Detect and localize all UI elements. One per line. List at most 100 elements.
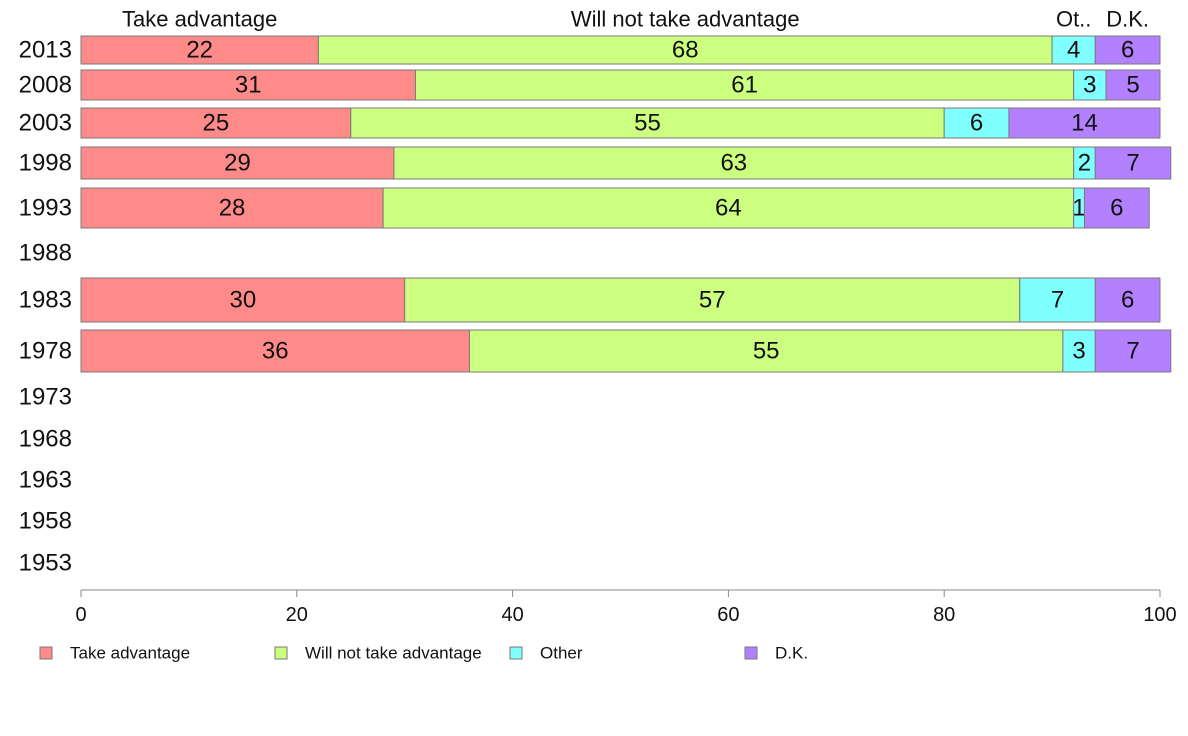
column-header-will-not-take-advantage: Will not take advantage [571,7,800,32]
bar-segment-other [1062,329,1096,373]
column-headers: Take advantage Will not take advantage Ot.… [122,7,1149,32]
y-tick-label: 1993 [19,195,72,222]
data-label: 57 [699,287,726,314]
bar-segment-other [1051,35,1096,65]
x-axis: 0 20 40 60 80 100 [75,589,1177,626]
column-header-d-k: D.K. [1106,7,1149,32]
data-label: 63 [720,150,747,177]
data-label: 61 [731,72,758,99]
x-tick-label: 100 [1143,604,1176,626]
chart-row-1968: 1968 [19,426,72,453]
bar-segment-will-not-take-advantage [404,277,1021,323]
legend-swatch [274,646,288,660]
bar-segment-d-k [1008,107,1161,139]
data-label: 22 [186,37,213,64]
bar-segment-d-k [1094,146,1172,180]
data-label: 5 [1126,72,1139,99]
bar-segment-d-k [1094,35,1161,65]
bar-segment-d-k [1083,187,1150,229]
data-label: 6 [970,110,983,137]
data-label: 68 [672,37,699,64]
bar-segment-take-advantage [80,35,319,65]
legend-label: Take advantage [70,644,190,663]
x-tick-label: 80 [933,604,955,626]
bar-segment-take-advantage [80,277,406,323]
bar-segment-will-not-take-advantage [382,187,1075,229]
y-tick-label: 1968 [19,426,72,453]
chart-row-1973: 1973 [19,384,72,411]
chart-row-1998: 1998 29 63 2 7 [19,146,1172,180]
y-tick-label: 2008 [19,72,72,99]
y-tick-label: 1958 [19,508,72,535]
y-tick-label: 1988 [19,240,72,267]
x-tick-label: 60 [717,604,739,626]
y-tick-label: 1998 [19,150,72,177]
chart-row-1958: 1958 [19,508,72,535]
data-label: 7 [1126,338,1139,365]
bar-segment-take-advantage [80,146,395,180]
chart-row-1953: 1953 [19,550,72,577]
data-label: 14 [1071,110,1098,137]
x-tick-label: 40 [501,604,523,626]
chart-row-2008: 2008 31 61 3 5 [19,69,1161,101]
chart-row-1963: 1963 [19,467,72,494]
y-tick-label: 2013 [19,37,72,64]
bar-segment-will-not-take-advantage [393,146,1075,180]
legend: Take advantage Will not take advantage Oth… [39,644,808,663]
data-label: 3 [1083,72,1096,99]
chart-row-1983: 1983 30 57 7 6 [19,277,1161,323]
legend-label: Other [540,644,583,663]
column-header-take-advantage: Take advantage [122,7,277,32]
y-tick-label: 1978 [19,338,72,365]
y-tick-label: 1973 [19,384,72,411]
data-label: 6 [1110,195,1123,222]
data-label: 28 [219,195,246,222]
bar-segment-d-k [1094,277,1161,323]
legend-item-take-advantage: Take advantage [39,644,190,663]
bar-segment-will-not-take-advantage [350,107,945,139]
legend-swatch [509,646,523,660]
data-label: 31 [235,72,262,99]
y-tick-label: 1983 [19,287,72,314]
y-tick-label: 2003 [19,110,72,137]
data-label: 36 [262,338,289,365]
chart-row-1988: 1988 [19,240,72,267]
legend-swatch [39,646,53,660]
data-label: 29 [224,150,251,177]
y-tick-label: 1963 [19,467,72,494]
data-label: 2 [1078,150,1091,177]
column-header-other: Ot.. [1056,7,1091,32]
chart-row-2013: 2013 22 68 4 6 [19,35,1161,65]
legend-item-will-not-take-advantage: Will not take advantage [274,644,482,663]
bar-segment-will-not-take-advantage [468,329,1064,373]
bar-segment-d-k [1094,329,1172,373]
data-label: 64 [715,195,742,222]
data-label: 30 [229,287,256,314]
bar-segment-take-advantage [80,69,416,101]
bar-segment-take-advantage [80,187,384,229]
bar-segment-will-not-take-advantage [317,35,1053,65]
legend-label: Will not take advantage [305,644,482,663]
data-label: 7 [1051,287,1064,314]
data-label: 4 [1067,37,1080,64]
chart-row-2003: 2003 25 55 6 14 [19,107,1161,139]
legend-label: D.K. [775,644,808,663]
chart-row-1993: 1993 28 64 1 6 [19,187,1150,229]
data-label: 7 [1126,150,1139,177]
data-label: 55 [634,110,661,137]
data-label: 6 [1121,287,1134,314]
data-label: 6 [1121,37,1134,64]
bar-segment-d-k [1105,69,1161,101]
data-label: 55 [753,338,780,365]
data-label: 3 [1072,338,1085,365]
legend-swatch [744,646,758,660]
legend-item-d-k: D.K. [744,644,808,663]
bar-segment-other [1073,69,1107,101]
bar-segment-take-advantage [80,329,470,373]
x-tick-label: 20 [286,604,308,626]
x-tick-label: 0 [75,604,86,626]
data-label: 25 [203,110,230,137]
y-tick-label: 1953 [19,550,72,577]
